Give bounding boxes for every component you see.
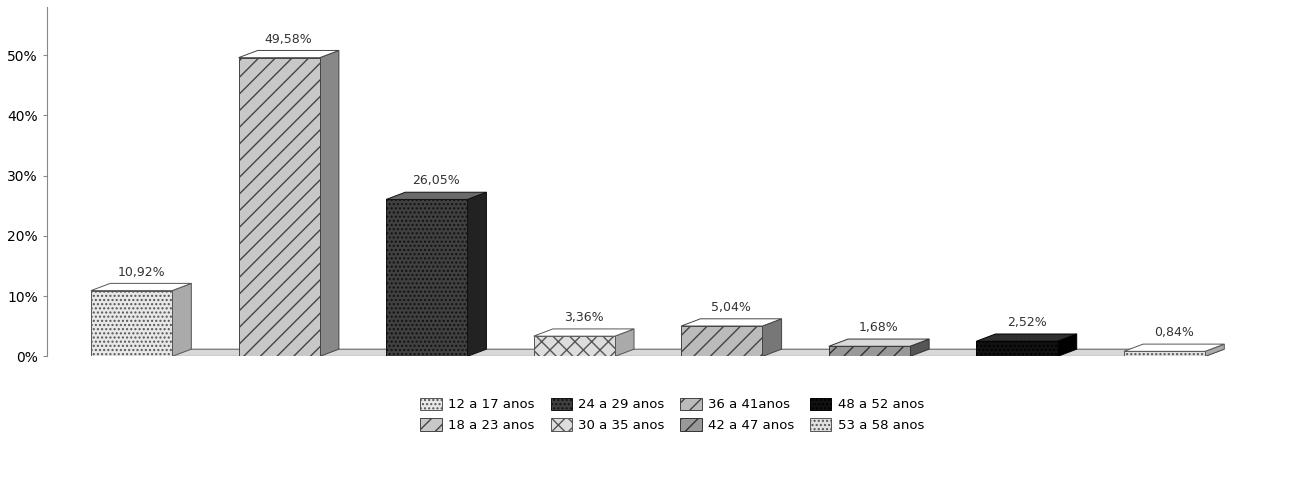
Polygon shape: [681, 319, 782, 326]
Polygon shape: [615, 329, 634, 356]
Legend: 12 a 17 anos, 18 a 23 anos, 24 a 29 anos, 30 a 35 anos, 36 a 41anos, 42 a 47 ano: 12 a 17 anos, 18 a 23 anos, 24 a 29 anos…: [414, 391, 930, 439]
Polygon shape: [91, 349, 1224, 356]
Polygon shape: [467, 192, 487, 356]
Polygon shape: [91, 283, 192, 291]
Polygon shape: [320, 50, 339, 356]
Text: 0,84%: 0,84%: [1154, 326, 1194, 339]
Text: 2,52%: 2,52%: [1006, 316, 1047, 329]
Bar: [91, 291, 172, 356]
Text: 1,68%: 1,68%: [859, 321, 899, 334]
Polygon shape: [172, 283, 192, 356]
Bar: [386, 199, 467, 356]
Polygon shape: [1057, 334, 1077, 356]
Text: 26,05%: 26,05%: [412, 174, 461, 188]
Polygon shape: [1205, 344, 1224, 356]
Bar: [976, 341, 1057, 356]
Text: 49,58%: 49,58%: [265, 33, 313, 46]
Polygon shape: [239, 50, 339, 58]
Polygon shape: [829, 339, 929, 346]
Polygon shape: [1124, 344, 1224, 351]
Bar: [534, 336, 615, 356]
Polygon shape: [976, 334, 1077, 341]
Polygon shape: [534, 329, 634, 336]
Polygon shape: [910, 339, 929, 356]
Text: 5,04%: 5,04%: [711, 301, 752, 314]
Text: 3,36%: 3,36%: [564, 311, 604, 324]
Polygon shape: [386, 192, 487, 199]
Text: 10,92%: 10,92%: [117, 265, 164, 279]
Bar: [829, 346, 910, 356]
Polygon shape: [762, 319, 782, 356]
Bar: [681, 326, 762, 356]
Bar: [1124, 351, 1205, 356]
Bar: [239, 58, 320, 356]
